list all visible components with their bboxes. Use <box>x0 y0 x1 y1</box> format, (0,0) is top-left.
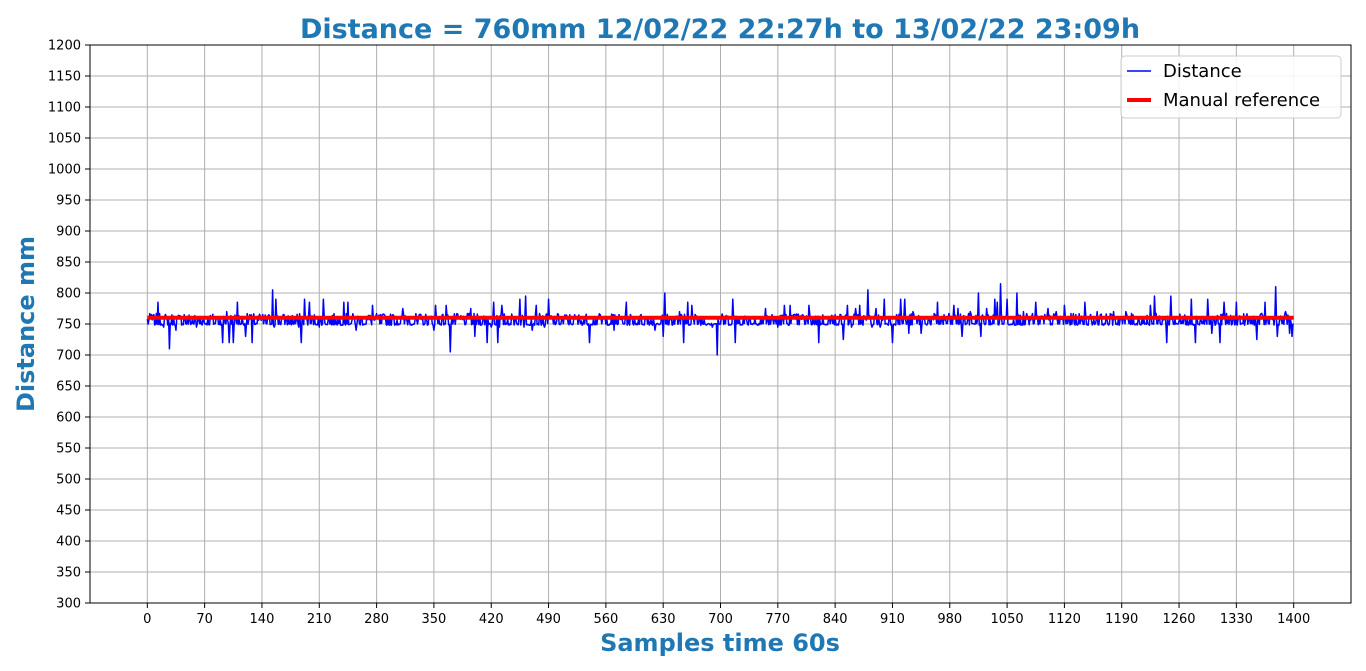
y-ticks: 300 350 400 450 500 550 600 650 700 750 800 850 900 9… <box>48 39 90 612</box>
legend: Distance Manual reference <box>1120 55 1342 119</box>
y-tick-label: 750 <box>56 318 81 333</box>
chart-title: Distance = 760mm 12/02/22 22:27h to 13/0… <box>300 14 1140 45</box>
legend-label-distance: Distance <box>1163 61 1242 82</box>
y-tick-label: 300 <box>56 597 81 612</box>
y-tick-label: 600 <box>56 411 81 426</box>
y-tick-label: 650 <box>56 380 81 395</box>
y-tick-label: 700 <box>56 349 81 364</box>
y-tick-label: 400 <box>56 535 81 550</box>
x-tick-label: 1330 <box>1220 612 1253 627</box>
y-tick-label: 1150 <box>48 70 81 85</box>
legend-box <box>1120 55 1342 119</box>
y-axis-title: Distance mm <box>12 236 40 412</box>
y-tick-label: 800 <box>56 287 81 302</box>
x-tick-label: 560 <box>593 612 618 627</box>
y-tick-label: 350 <box>56 566 81 581</box>
x-ticks: 0 70 140 210 280 350 420 490 560 630 700 770 840 910 9… <box>143 603 1310 627</box>
y-tick-label: 1050 <box>48 132 81 147</box>
x-tick-label: 490 <box>536 612 561 627</box>
legend-label-manual-reference: Manual reference <box>1163 90 1320 111</box>
x-tick-label: 1260 <box>1162 612 1195 627</box>
x-tick-label: 1400 <box>1277 612 1310 627</box>
y-tick-label: 500 <box>56 473 81 488</box>
x-tick-label: 840 <box>823 612 848 627</box>
x-tick-label: 770 <box>765 612 790 627</box>
y-tick-label: 900 <box>56 225 81 240</box>
y-tick-label: 950 <box>56 194 81 209</box>
x-tick-label: 1050 <box>991 612 1024 627</box>
x-tick-label: 420 <box>479 612 504 627</box>
x-tick-label: 700 <box>708 612 733 627</box>
x-tick-label: 350 <box>421 612 446 627</box>
y-tick-label: 1100 <box>48 101 81 116</box>
plot-area <box>146 282 1294 356</box>
y-tick-label: 1000 <box>48 163 81 178</box>
y-tick-label: 1200 <box>48 39 81 54</box>
y-tick-label: 850 <box>56 256 81 271</box>
y-tick-label: 550 <box>56 442 81 457</box>
x-tick-label: 910 <box>880 612 905 627</box>
x-axis-title: Samples time 60s <box>600 629 840 657</box>
x-tick-label: 1190 <box>1105 612 1138 627</box>
x-tick-label: 980 <box>937 612 962 627</box>
x-tick-label: 1120 <box>1048 612 1081 627</box>
x-tick-label: 210 <box>307 612 332 627</box>
x-tick-label: 70 <box>196 612 213 627</box>
x-tick-label: 630 <box>651 612 676 627</box>
x-tick-label: 0 <box>143 612 151 627</box>
x-tick-label: 280 <box>364 612 389 627</box>
y-tick-label: 450 <box>56 504 81 519</box>
x-tick-label: 140 <box>250 612 275 627</box>
